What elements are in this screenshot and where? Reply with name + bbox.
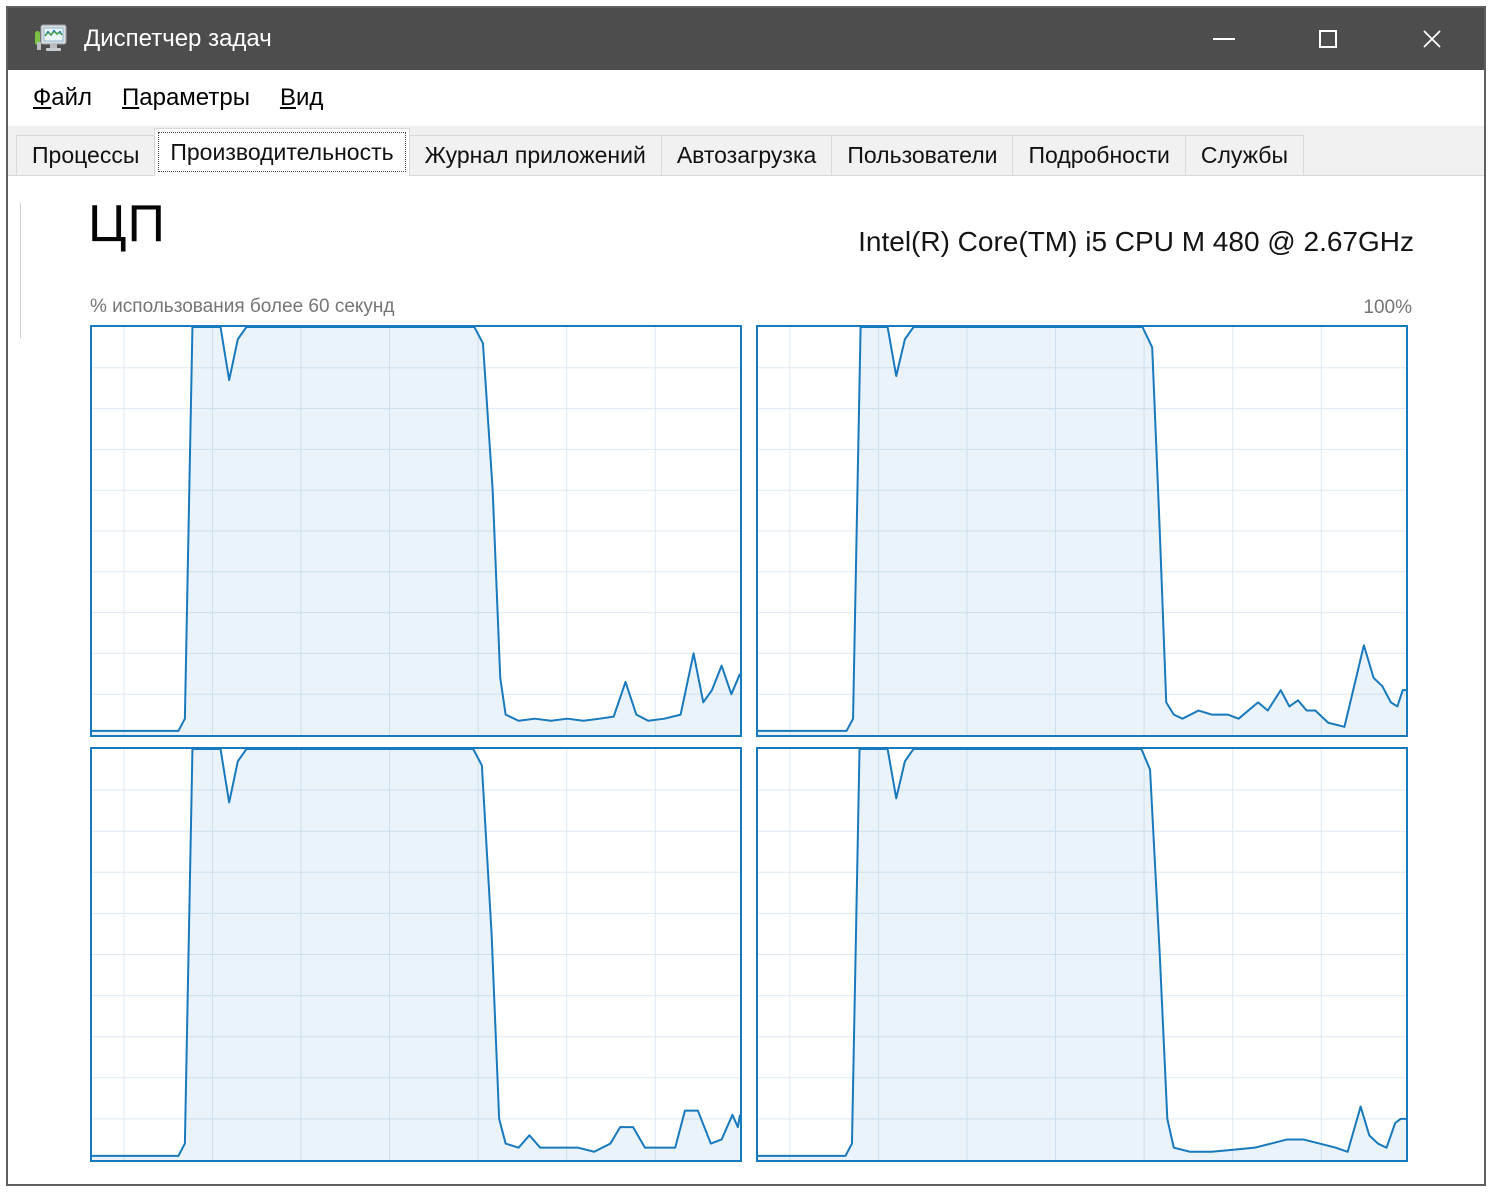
cpu-graph-core-3[interactable] — [756, 747, 1408, 1162]
tab-users[interactable]: Пользователи — [831, 135, 1014, 175]
tab-services[interactable]: Службы — [1184, 135, 1304, 175]
close-button[interactable] — [1380, 8, 1484, 70]
task-manager-window: Диспетчер задач Файл Параметры Вид Проце… — [6, 6, 1486, 1186]
window-controls — [1172, 8, 1484, 70]
tab-details[interactable]: Подробности — [1012, 135, 1186, 175]
tab-app-history[interactable]: Журнал приложений — [408, 135, 662, 175]
menu-view[interactable]: Вид — [279, 84, 324, 111]
menubar: Файл Параметры Вид — [8, 70, 1484, 126]
close-icon — [1423, 30, 1441, 48]
cpu-graph-grid — [90, 325, 1408, 1162]
menu-file[interactable]: Файл — [33, 84, 93, 111]
usage-caption: % использования более 60 секунд — [90, 296, 395, 317]
task-manager-app-icon — [35, 24, 67, 51]
left-pane-divider — [20, 203, 21, 338]
tabstrip: Процессы Производительность Журнал прило… — [8, 126, 1484, 176]
minimize-button[interactable] — [1172, 8, 1276, 70]
cpu-graph-core-2[interactable] — [90, 747, 742, 1162]
scale-max-label: 100% — [1363, 297, 1412, 318]
performance-pane: ЦП Intel(R) Core(TM) i5 CPU M 480 @ 2.67… — [8, 176, 1484, 1184]
cpu-section-title: ЦП — [88, 195, 166, 253]
cpu-graph-core-1[interactable] — [756, 325, 1408, 737]
minimize-icon — [1213, 38, 1235, 40]
tab-startup[interactable]: Автозагрузка — [660, 135, 833, 175]
cpu-model-name: Intel(R) Core(TM) i5 CPU M 480 @ 2.67GHz — [858, 226, 1414, 257]
titlebar: Диспетчер задач — [8, 8, 1484, 70]
cpu-graph-core-0[interactable] — [90, 325, 742, 737]
tab-processes[interactable]: Процессы — [16, 135, 156, 175]
maximize-icon — [1319, 30, 1337, 48]
tab-performance[interactable]: Производительность — [154, 128, 410, 176]
window-title: Диспетчер задач — [84, 25, 272, 52]
maximize-button[interactable] — [1276, 8, 1380, 70]
menu-options[interactable]: Параметры — [122, 84, 250, 111]
